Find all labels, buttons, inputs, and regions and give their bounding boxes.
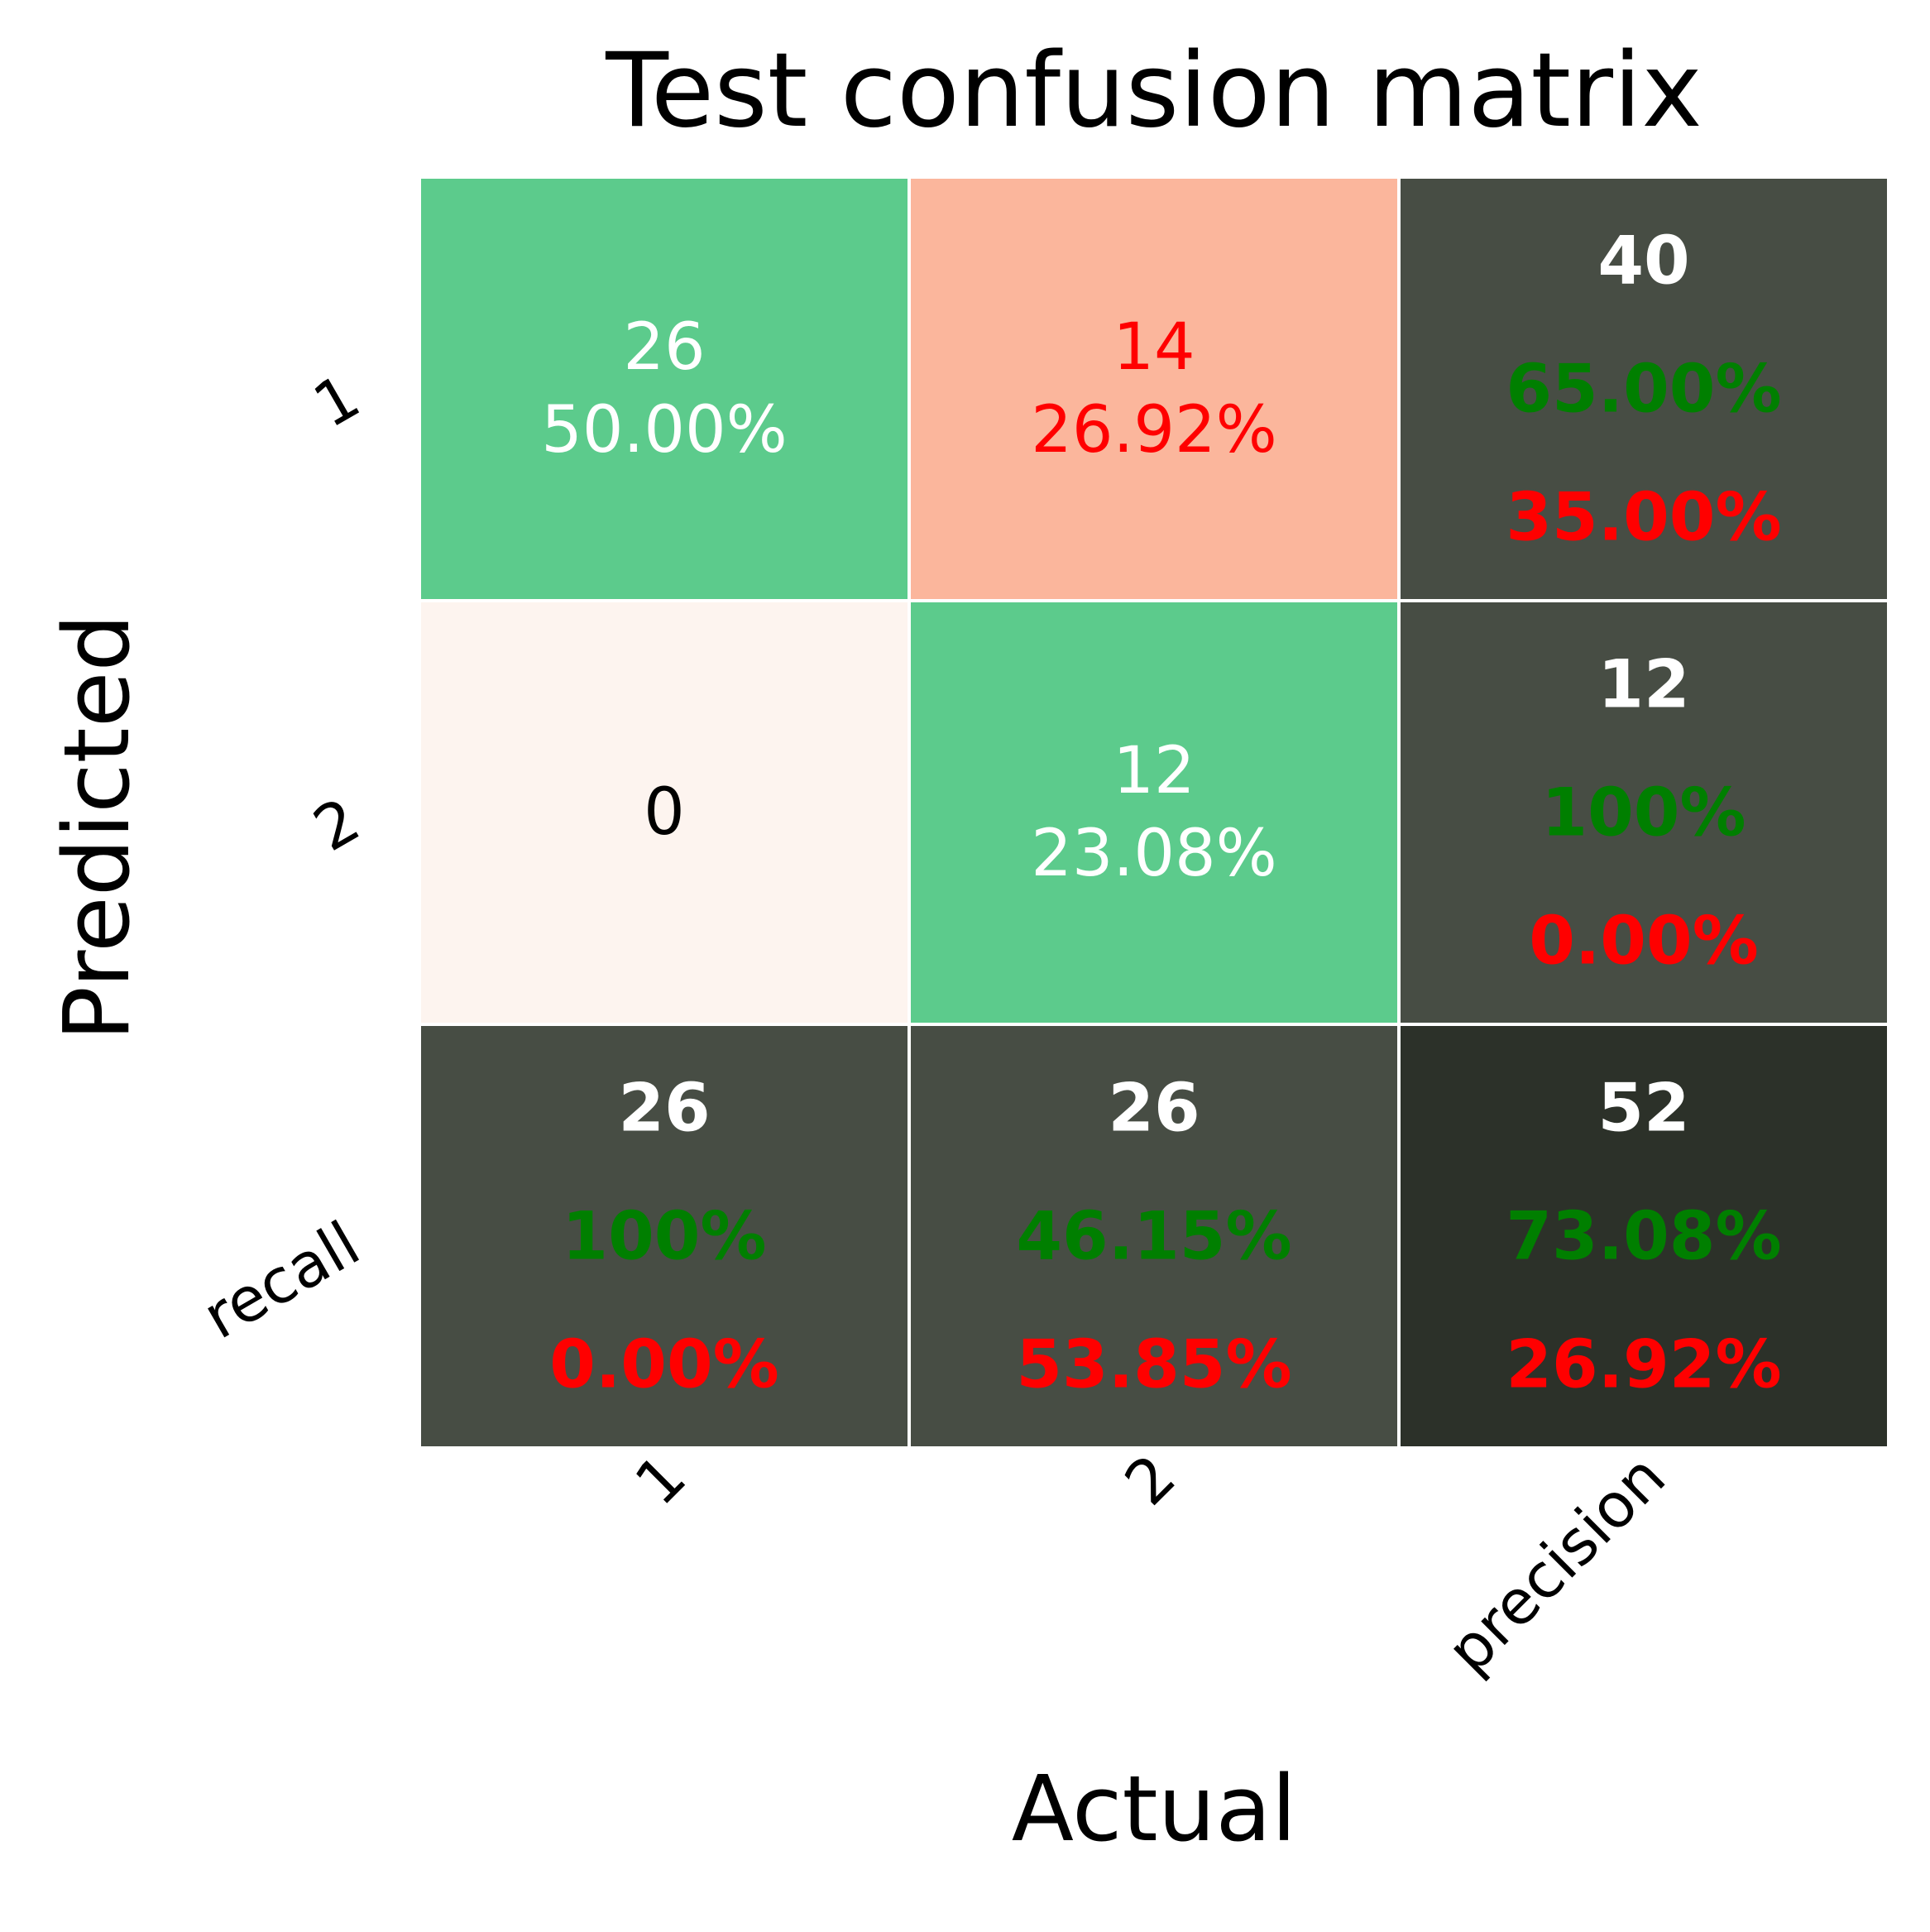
cell-rect: [418, 1023, 911, 1450]
cell-bad-rate: 26.92%: [1506, 1326, 1781, 1403]
cell-rect: [1397, 1023, 1890, 1450]
cell-rect: [908, 599, 1401, 1026]
cell-bad-rate: 0.00%: [1529, 903, 1759, 980]
cell-bad-rate: 35.00%: [1506, 479, 1781, 556]
cell-good-rate: 100%: [562, 1198, 766, 1275]
matrix-cell: 0: [418, 599, 911, 1026]
cell-rect: [418, 599, 911, 1026]
matrix-cell: 52 73.08% 26.92%: [1397, 1023, 1890, 1450]
cell-percent: 26.92%: [1031, 393, 1276, 467]
cell-good-rate: 100%: [1541, 774, 1746, 851]
cell-rect: [908, 175, 1401, 602]
cell-count: 26: [618, 1070, 710, 1147]
cell-bad-rate: 0.00%: [549, 1326, 779, 1403]
matrix-cells: 2650.00%1426.92%4065.00%35.00%01223.08%1…: [418, 175, 1890, 1450]
cell-good-rate: 46.15%: [1016, 1198, 1291, 1275]
matrix-cell: 14 26.92%: [908, 175, 1401, 602]
cell-percent: 50.00%: [541, 393, 787, 467]
matrix-cell: 12 23.08%: [908, 599, 1401, 1026]
chart-title: Test confusion matrix: [605, 31, 1703, 151]
matrix-cell: 26 46.15% 53.85%: [908, 1023, 1401, 1450]
cell-good-rate: 65.00%: [1506, 351, 1781, 428]
cell-percent: 23.08%: [1031, 817, 1276, 891]
matrix-cell: 26 100% 0.00%: [418, 1023, 911, 1450]
cell-count: 0: [644, 775, 685, 850]
y-axis-label: Predicted: [44, 614, 150, 1041]
matrix-cell: 12 100% 0.00%: [1397, 599, 1890, 1026]
cell-count: 26: [1108, 1070, 1200, 1147]
x-axis-label: Actual: [1012, 1756, 1297, 1862]
cell-rect: [1397, 175, 1890, 602]
cell-count: 12: [1113, 734, 1195, 808]
cell-rect: [418, 175, 911, 602]
matrix-cell: 40 65.00% 35.00%: [1397, 175, 1890, 602]
cell-rect: [908, 1023, 1401, 1450]
cell-count: 40: [1597, 223, 1689, 300]
cell-bad-rate: 53.85%: [1016, 1326, 1291, 1403]
cell-count: 12: [1597, 646, 1689, 723]
cell-count: 52: [1597, 1070, 1689, 1147]
cell-good-rate: 73.08%: [1506, 1198, 1781, 1275]
matrix-cell: 26 50.00%: [418, 175, 911, 602]
cell-count: 26: [623, 310, 705, 385]
cell-rect: [1397, 599, 1890, 1026]
cell-count: 14: [1113, 310, 1195, 385]
